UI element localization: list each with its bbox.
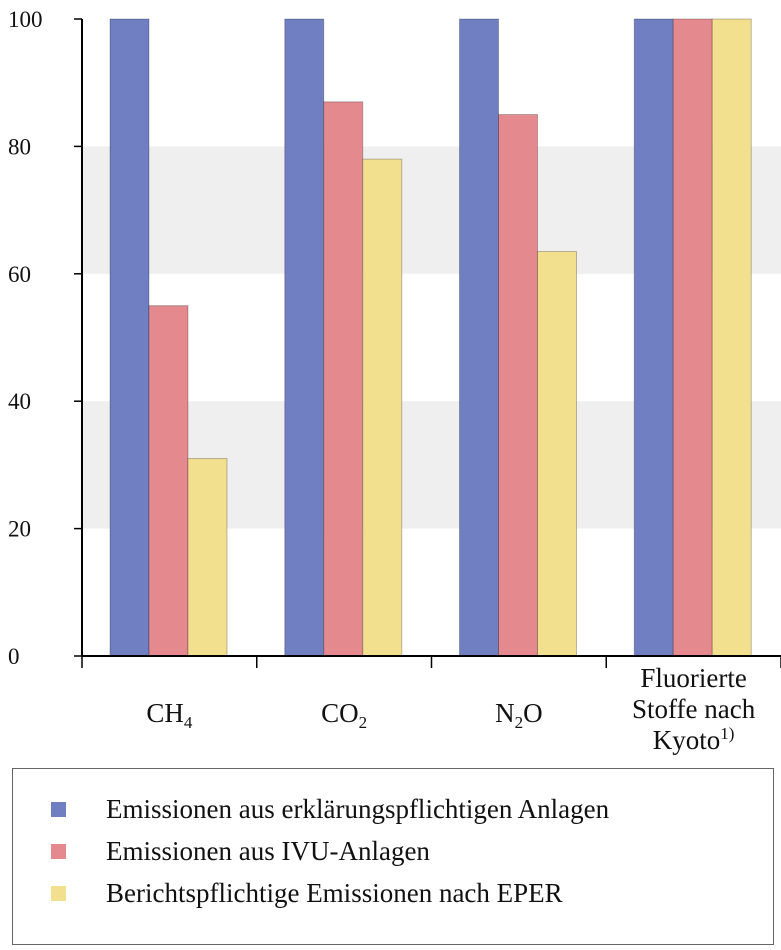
y-axis: 0 20 40 60 80 100 (8, 7, 82, 669)
legend: Emissionen aus erklärungspflichtigen Anl… (12, 768, 774, 945)
y-tick-label: 20 (8, 517, 31, 542)
bar (537, 251, 577, 657)
bars (109, 18, 752, 657)
y-tick-label: 80 (8, 134, 31, 159)
x-category-label: CO2 (321, 698, 367, 732)
legend-label: Emissionen aus IVU-Anlagen (106, 835, 430, 866)
legend-item: Berichtspflichtige Emissionen nach EPER (51, 873, 563, 913)
bar (187, 458, 228, 657)
legend-item: Emissionen aus erklärungspflichtigen Anl… (51, 789, 609, 829)
bar (711, 18, 752, 657)
bar (323, 101, 364, 657)
bar (284, 18, 325, 657)
bar (498, 114, 538, 657)
legend-label: Emissionen aus erklärungspflichtigen Anl… (106, 793, 610, 824)
bar (362, 158, 403, 657)
x-category-label: Fluorierte (640, 663, 746, 693)
y-tick-label: 0 (8, 644, 20, 669)
legend-swatch (51, 801, 66, 817)
bar (633, 18, 674, 657)
y-tick-label: 100 (8, 7, 43, 32)
bar (109, 18, 150, 657)
x-category-label: N2O (495, 698, 543, 732)
bar (672, 18, 713, 657)
x-category-label: Kyoto1) (653, 724, 735, 755)
bar (148, 305, 189, 657)
bar (459, 18, 499, 657)
y-tick-label: 40 (8, 389, 31, 414)
legend-swatch (51, 843, 66, 859)
legend-swatch (51, 885, 66, 901)
legend-label: Berichtspflichtige Emissionen nach EPER (106, 877, 563, 908)
legend-item: Emissionen aus IVU-Anlagen (51, 831, 430, 871)
y-tick-label: 60 (8, 262, 31, 287)
x-category-label: Stoffe nach (632, 694, 756, 724)
x-category-label: CH4 (146, 698, 193, 732)
